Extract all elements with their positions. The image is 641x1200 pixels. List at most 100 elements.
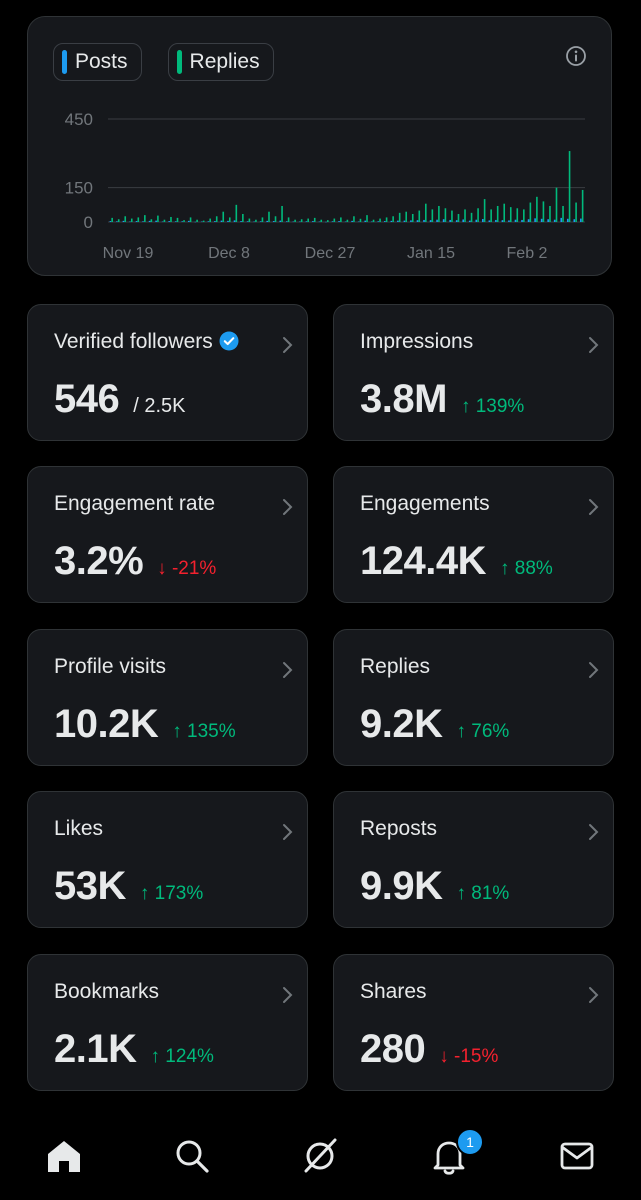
info-icon[interactable]	[565, 45, 587, 67]
chart-bar-posts	[534, 218, 536, 222]
search-icon[interactable]	[170, 1134, 214, 1178]
chart-bar-replies	[242, 213, 244, 222]
stat-title: Verified followers	[54, 330, 239, 354]
chart-card: Posts Replies 450 150 0 Nov 19 Dec 8 Dec 27 Ja…	[27, 16, 612, 276]
chart-bar-posts	[397, 220, 399, 222]
bell-icon[interactable]	[427, 1134, 471, 1178]
stat-delta: ↑ 88%	[500, 558, 553, 580]
stat-delta: ↑ 139%	[461, 396, 524, 418]
chart-bar-replies	[549, 205, 551, 222]
y-tick-label: 0	[84, 213, 93, 232]
chart-bar-posts	[455, 220, 458, 222]
chart-bar-replies	[150, 219, 153, 222]
arrow-up-icon: ↑	[150, 1046, 161, 1067]
mail-icon[interactable]	[555, 1134, 599, 1178]
stat-card-verified-followers[interactable]: Verified followers 546 / 2.5K	[27, 304, 308, 441]
grok-icon[interactable]	[298, 1134, 342, 1178]
bottom-nav	[0, 1110, 641, 1200]
stat-delta-text: 173%	[154, 883, 204, 904]
stat-title: Bookmarks	[54, 980, 160, 1003]
chart-bar-posts	[364, 220, 367, 222]
stat-card-shares[interactable]: Shares 280 ↓ -15%	[333, 954, 614, 1091]
home-icon[interactable]	[42, 1134, 86, 1178]
chart-bar-replies	[483, 199, 486, 222]
stat-delta-text: -15%	[454, 1046, 499, 1067]
chart-bar-replies	[529, 202, 532, 222]
chart-bar-replies	[287, 217, 290, 222]
chart-bar-posts	[220, 220, 223, 222]
chart-bar-posts	[514, 219, 517, 222]
chart-bar-replies	[536, 196, 538, 222]
stat-card-impressions[interactable]: Impressions 3.8M ↑ 139%	[333, 304, 614, 441]
stat-card-profile-visits[interactable]: Profile visits 10.2K ↑ 135%	[27, 629, 308, 766]
chart-bar-replies	[346, 219, 349, 222]
stat-title: Impressions	[360, 330, 474, 353]
stat-card-engagements[interactable]: Engagements 124.4K ↑ 88%	[333, 466, 614, 603]
legend-posts-toggle[interactable]: Posts	[53, 43, 142, 81]
chart-bar-posts	[246, 221, 249, 222]
stat-value: 280	[360, 1027, 426, 1071]
chart-bar-replies	[470, 212, 473, 222]
notification-badge: 1	[456, 1128, 484, 1156]
chart-bar-replies	[320, 219, 323, 222]
arrow-up-icon: ↑	[139, 883, 150, 904]
stat-value: 3.8M	[360, 377, 447, 421]
chart-bar-posts	[181, 221, 184, 222]
stat-delta: ↑ 81%	[457, 883, 510, 905]
arrow-down-icon: ↓	[439, 1046, 449, 1067]
chart-bar-posts	[259, 221, 262, 222]
chart-bar-posts	[174, 221, 177, 222]
chart-bar-replies	[255, 219, 257, 222]
chart-bar-replies	[581, 189, 584, 222]
chart-bar-posts	[338, 221, 340, 222]
arrow-up-icon: ↑	[172, 721, 182, 742]
stat-delta-text: 88%	[514, 558, 553, 579]
chart-bar-replies	[183, 220, 185, 222]
chart-bar-posts	[580, 218, 582, 222]
chart-bar-posts	[547, 219, 549, 222]
stat-value: 2.1K	[54, 1027, 137, 1071]
chart-bar-posts	[285, 221, 288, 222]
chart-bar-posts	[161, 221, 164, 223]
chart-bar-posts	[449, 219, 451, 222]
chart-bar-replies	[392, 216, 394, 222]
chart-bar-replies	[294, 219, 296, 222]
chart-bar-posts	[272, 221, 275, 222]
chart-legend: Posts Replies	[53, 43, 274, 81]
stat-delta-text: 81%	[471, 883, 510, 904]
stat-card-likes[interactable]: Likes 53K ↑ 173%	[27, 791, 308, 928]
stat-title: Engagements	[360, 492, 490, 515]
arrow-down-icon: ↓	[157, 558, 167, 579]
chart-bar-posts	[135, 221, 138, 222]
stat-card-bookmarks[interactable]: Bookmarks 2.1K ↑ 124%	[27, 954, 308, 1091]
chart-bar-replies	[496, 205, 499, 222]
stat-card-reposts[interactable]: Reposts 9.9K ↑ 81%	[333, 791, 614, 928]
chart-bar-replies	[477, 208, 479, 222]
chart-bar-replies	[516, 208, 519, 222]
chevron-right-icon	[283, 987, 293, 1003]
chart-bar-posts	[416, 220, 419, 222]
y-tick-label: 450	[65, 110, 93, 129]
chart-bar-replies	[274, 216, 277, 222]
chart-bar-replies	[444, 208, 447, 222]
chart-bar-replies	[503, 203, 506, 222]
stat-card-engagement-rate[interactable]: Engagement rate 3.2% ↓ -21%	[27, 466, 308, 603]
chart-bar-replies	[130, 218, 133, 222]
stat-title: Replies	[360, 655, 431, 678]
chart-bar-posts	[331, 221, 334, 222]
stat-card-replies[interactable]: Replies 9.2K ↑ 76%	[333, 629, 614, 766]
chart-bar-replies	[144, 215, 146, 222]
y-tick-label: 150	[65, 179, 93, 198]
chart-bar-replies	[189, 217, 192, 222]
chart-bar-replies	[300, 219, 303, 222]
legend-replies-toggle[interactable]: Replies	[167, 43, 274, 81]
chart-bar-posts	[116, 221, 118, 222]
chart-bar-replies	[170, 216, 172, 222]
chart-bar-posts	[279, 220, 282, 222]
chart-bar-posts	[475, 219, 478, 222]
stat-title: Profile visits	[54, 655, 167, 678]
arrow-up-icon: ↑	[456, 721, 467, 742]
chart-bar-posts	[495, 219, 497, 222]
chart-bar-posts	[148, 220, 151, 222]
stat-delta: ↑ 124%	[151, 1046, 214, 1068]
